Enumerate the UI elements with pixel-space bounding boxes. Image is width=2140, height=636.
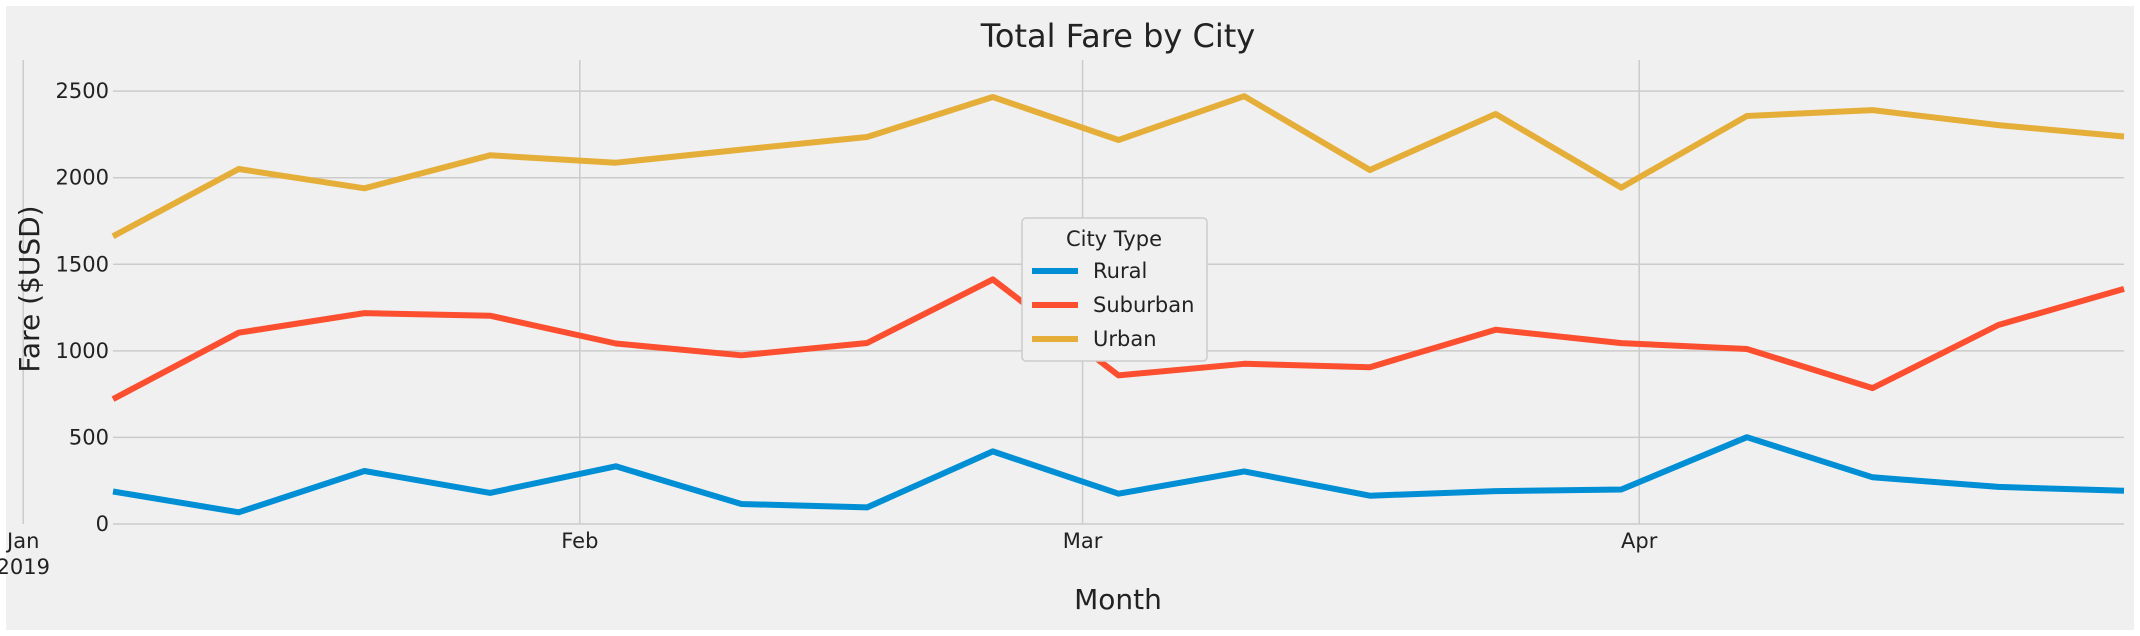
x-tick-label: Jan	[5, 529, 39, 553]
x-tick-label: Feb	[561, 529, 598, 553]
y-tick-label: 2500	[56, 79, 109, 103]
plot-lines	[111, 93, 2125, 516]
series-line-suburban	[111, 276, 2125, 402]
legend-label-urban: Urban	[1093, 327, 1157, 351]
x-tick-label: Mar	[1063, 529, 1103, 553]
series-line-rural	[112, 434, 2125, 516]
y-tick-label: 2000	[56, 166, 109, 190]
legend-title: City Type	[1066, 227, 1162, 251]
legend-label-rural: Rural	[1093, 259, 1147, 283]
y-axis: 0 500 1000 1500 2000 2500	[56, 79, 109, 536]
series-line-urban	[111, 93, 2125, 239]
y-tick-label: 1000	[56, 339, 109, 363]
legend-label-suburban: Suburban	[1093, 293, 1194, 317]
legend: City Type Rural Suburban Urban	[1021, 217, 1208, 362]
y-tick-label: 0	[96, 512, 109, 536]
x-tick-sublabel: 2019	[0, 555, 50, 579]
legend-box	[1021, 217, 1208, 362]
y-tick-label: 1500	[56, 252, 109, 276]
x-tick-label: Apr	[1621, 529, 1658, 553]
y-tick-label: 500	[69, 425, 109, 449]
x-axis-label: Month	[1074, 583, 1162, 616]
y-axis-label: Fare ($USD)	[13, 205, 46, 372]
chart-title: Total Fare by City	[980, 17, 1255, 55]
